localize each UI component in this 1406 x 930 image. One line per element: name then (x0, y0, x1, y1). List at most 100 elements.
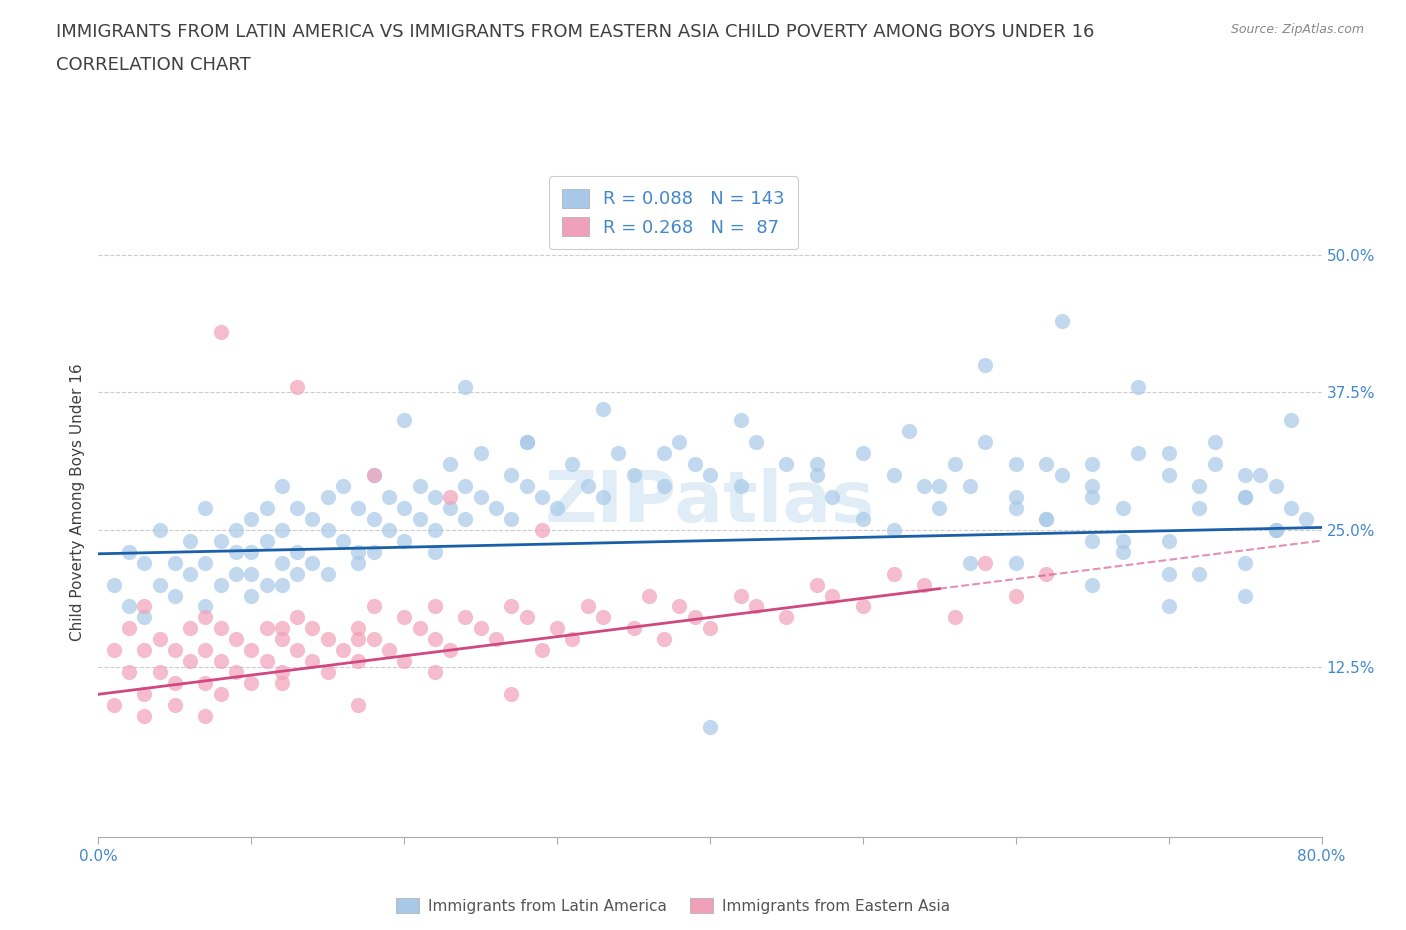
Point (652, 445, 675, 460)
Point (209, 654, 232, 669)
Point (179, 533, 201, 548)
Point (730, 412, 752, 427)
Point (270, 665, 292, 680)
Point (1188, 500, 1211, 515)
Point (1035, 512, 1057, 526)
Point (1157, 599, 1180, 614)
Point (652, 632, 675, 647)
Point (301, 555, 323, 570)
Point (1081, 533, 1104, 548)
Point (256, 578, 278, 592)
Point (240, 544, 263, 559)
Point (225, 632, 247, 647)
Point (270, 523, 292, 538)
Point (1264, 478, 1286, 493)
Point (439, 643, 461, 658)
Point (270, 621, 292, 636)
Point (270, 632, 292, 647)
Point (392, 533, 416, 548)
Point (285, 500, 308, 515)
Point (332, 533, 354, 548)
Point (225, 566, 247, 581)
Point (1295, 512, 1317, 526)
Point (347, 544, 370, 559)
Point (1279, 412, 1302, 427)
Point (1234, 467, 1257, 482)
Point (439, 500, 461, 515)
Point (103, 698, 125, 712)
Point (408, 512, 430, 526)
Text: ZIPatlas: ZIPatlas (546, 468, 875, 537)
Point (285, 643, 308, 658)
Point (637, 588, 661, 603)
Point (454, 379, 477, 394)
Point (209, 533, 232, 548)
Point (332, 478, 354, 493)
Point (1264, 523, 1286, 538)
Point (928, 500, 950, 515)
Point (1081, 478, 1104, 493)
Point (1004, 500, 1026, 515)
Point (347, 632, 370, 647)
Point (134, 643, 156, 658)
Point (683, 457, 706, 472)
Point (363, 599, 385, 614)
Point (1279, 500, 1302, 515)
Point (485, 632, 508, 647)
Point (423, 632, 446, 647)
Point (530, 643, 553, 658)
Point (1264, 523, 1286, 538)
Point (1157, 533, 1180, 548)
Point (240, 566, 263, 581)
Point (194, 500, 217, 515)
Point (1234, 588, 1257, 603)
Point (1157, 445, 1180, 460)
Point (730, 478, 752, 493)
Point (256, 500, 278, 515)
Point (301, 621, 323, 636)
Point (775, 457, 797, 472)
Point (256, 533, 278, 548)
Point (943, 457, 966, 472)
Point (501, 467, 523, 482)
Point (163, 698, 186, 712)
Point (118, 544, 141, 559)
Point (149, 632, 172, 647)
Point (1004, 555, 1026, 570)
Point (347, 621, 370, 636)
Point (134, 687, 156, 702)
Point (134, 599, 156, 614)
Point (912, 578, 935, 592)
Point (592, 402, 614, 417)
Point (363, 544, 385, 559)
Point (1004, 588, 1026, 603)
Point (1112, 533, 1135, 548)
Point (501, 599, 523, 614)
Point (270, 555, 292, 570)
Point (149, 665, 172, 680)
Point (363, 467, 385, 482)
Point (470, 489, 492, 504)
Point (1188, 478, 1211, 493)
Point (225, 523, 247, 538)
Point (1204, 457, 1226, 472)
Point (775, 610, 797, 625)
Point (118, 665, 141, 680)
Point (301, 654, 323, 669)
Point (301, 512, 323, 526)
Point (163, 588, 186, 603)
Point (454, 478, 477, 493)
Point (194, 643, 217, 658)
Point (530, 523, 553, 538)
Point (974, 555, 997, 570)
Point (974, 434, 997, 449)
Point (852, 599, 875, 614)
Text: IMMIGRANTS FROM LATIN AMERICA VS IMMIGRANTS FROM EASTERN ASIA CHILD POVERTY AMON: IMMIGRANTS FROM LATIN AMERICA VS IMMIGRA… (56, 23, 1095, 41)
Point (516, 610, 538, 625)
Point (806, 467, 828, 482)
Point (347, 698, 370, 712)
Point (270, 676, 292, 691)
Point (285, 544, 308, 559)
Point (316, 523, 339, 538)
Point (225, 665, 247, 680)
